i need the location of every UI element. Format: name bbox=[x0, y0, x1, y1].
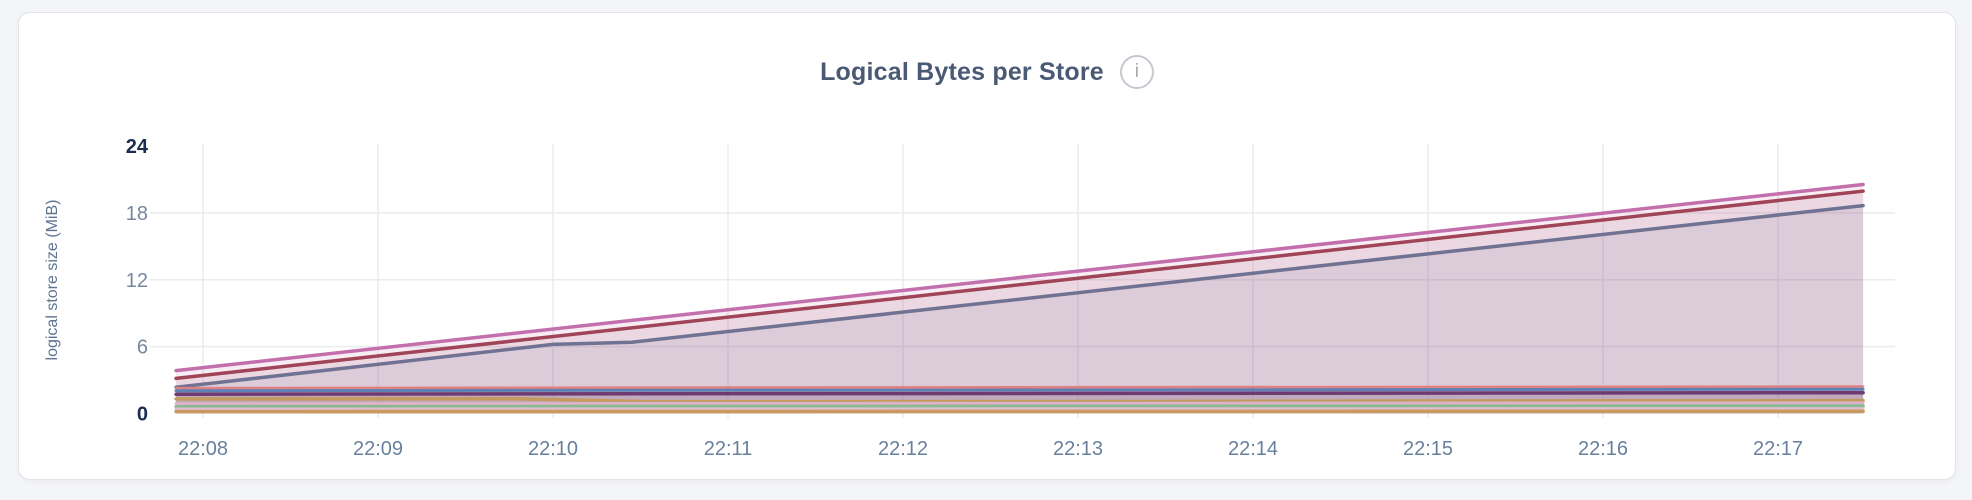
y-axis-title: logical store size (MiB) bbox=[44, 200, 61, 361]
series-line-store-5-flat-blue bbox=[174, 387, 1865, 393]
y-tick-label: 24 bbox=[126, 136, 149, 158]
series-line-store-3-rising-slate bbox=[174, 203, 1865, 390]
x-tick-label: 22:14 bbox=[1228, 438, 1278, 460]
chart-header: Logical Bytes per Store i bbox=[19, 55, 1955, 89]
x-tick-label: 22:16 bbox=[1578, 438, 1628, 460]
series-line-store-7-flat-tan bbox=[174, 396, 1865, 404]
series-fill-store-2-rising-darkred bbox=[176, 191, 1864, 414]
series-line-store-1-rising-pink bbox=[174, 182, 1865, 373]
y-tick-label: 18 bbox=[126, 203, 148, 225]
x-tick-label: 22:09 bbox=[353, 438, 403, 460]
series-line-store-9-flat-green bbox=[174, 404, 1865, 409]
y-tick-label: 0 bbox=[137, 404, 148, 426]
y-tick-label: 6 bbox=[137, 337, 148, 359]
x-tick-label: 22:08 bbox=[178, 438, 228, 460]
x-tick-label: 22:12 bbox=[878, 438, 928, 460]
x-tick-label: 22:10 bbox=[528, 438, 578, 460]
y-tick-label: 12 bbox=[126, 270, 148, 292]
info-icon[interactable]: i bbox=[1119, 55, 1154, 89]
series-line-store-6-flat-magenta bbox=[174, 390, 1865, 396]
info-icon-glyph: i bbox=[1134, 61, 1140, 82]
x-tick-label: 22:11 bbox=[704, 438, 753, 460]
x-tick-label: 22:13 bbox=[1053, 438, 1103, 460]
series-line-store-4-flat-salmon bbox=[174, 385, 1865, 390]
series-line-store-2-rising-darkred bbox=[174, 189, 1865, 381]
series-line-store-8-flat-lightpink bbox=[174, 401, 1865, 406]
series-fill-store-3-rising-slate bbox=[176, 205, 1864, 414]
x-tick-label: 22:15 bbox=[1403, 438, 1453, 460]
chart-title: Logical Bytes per Store bbox=[820, 57, 1104, 86]
x-tick-label: 22:17 bbox=[1753, 438, 1803, 460]
